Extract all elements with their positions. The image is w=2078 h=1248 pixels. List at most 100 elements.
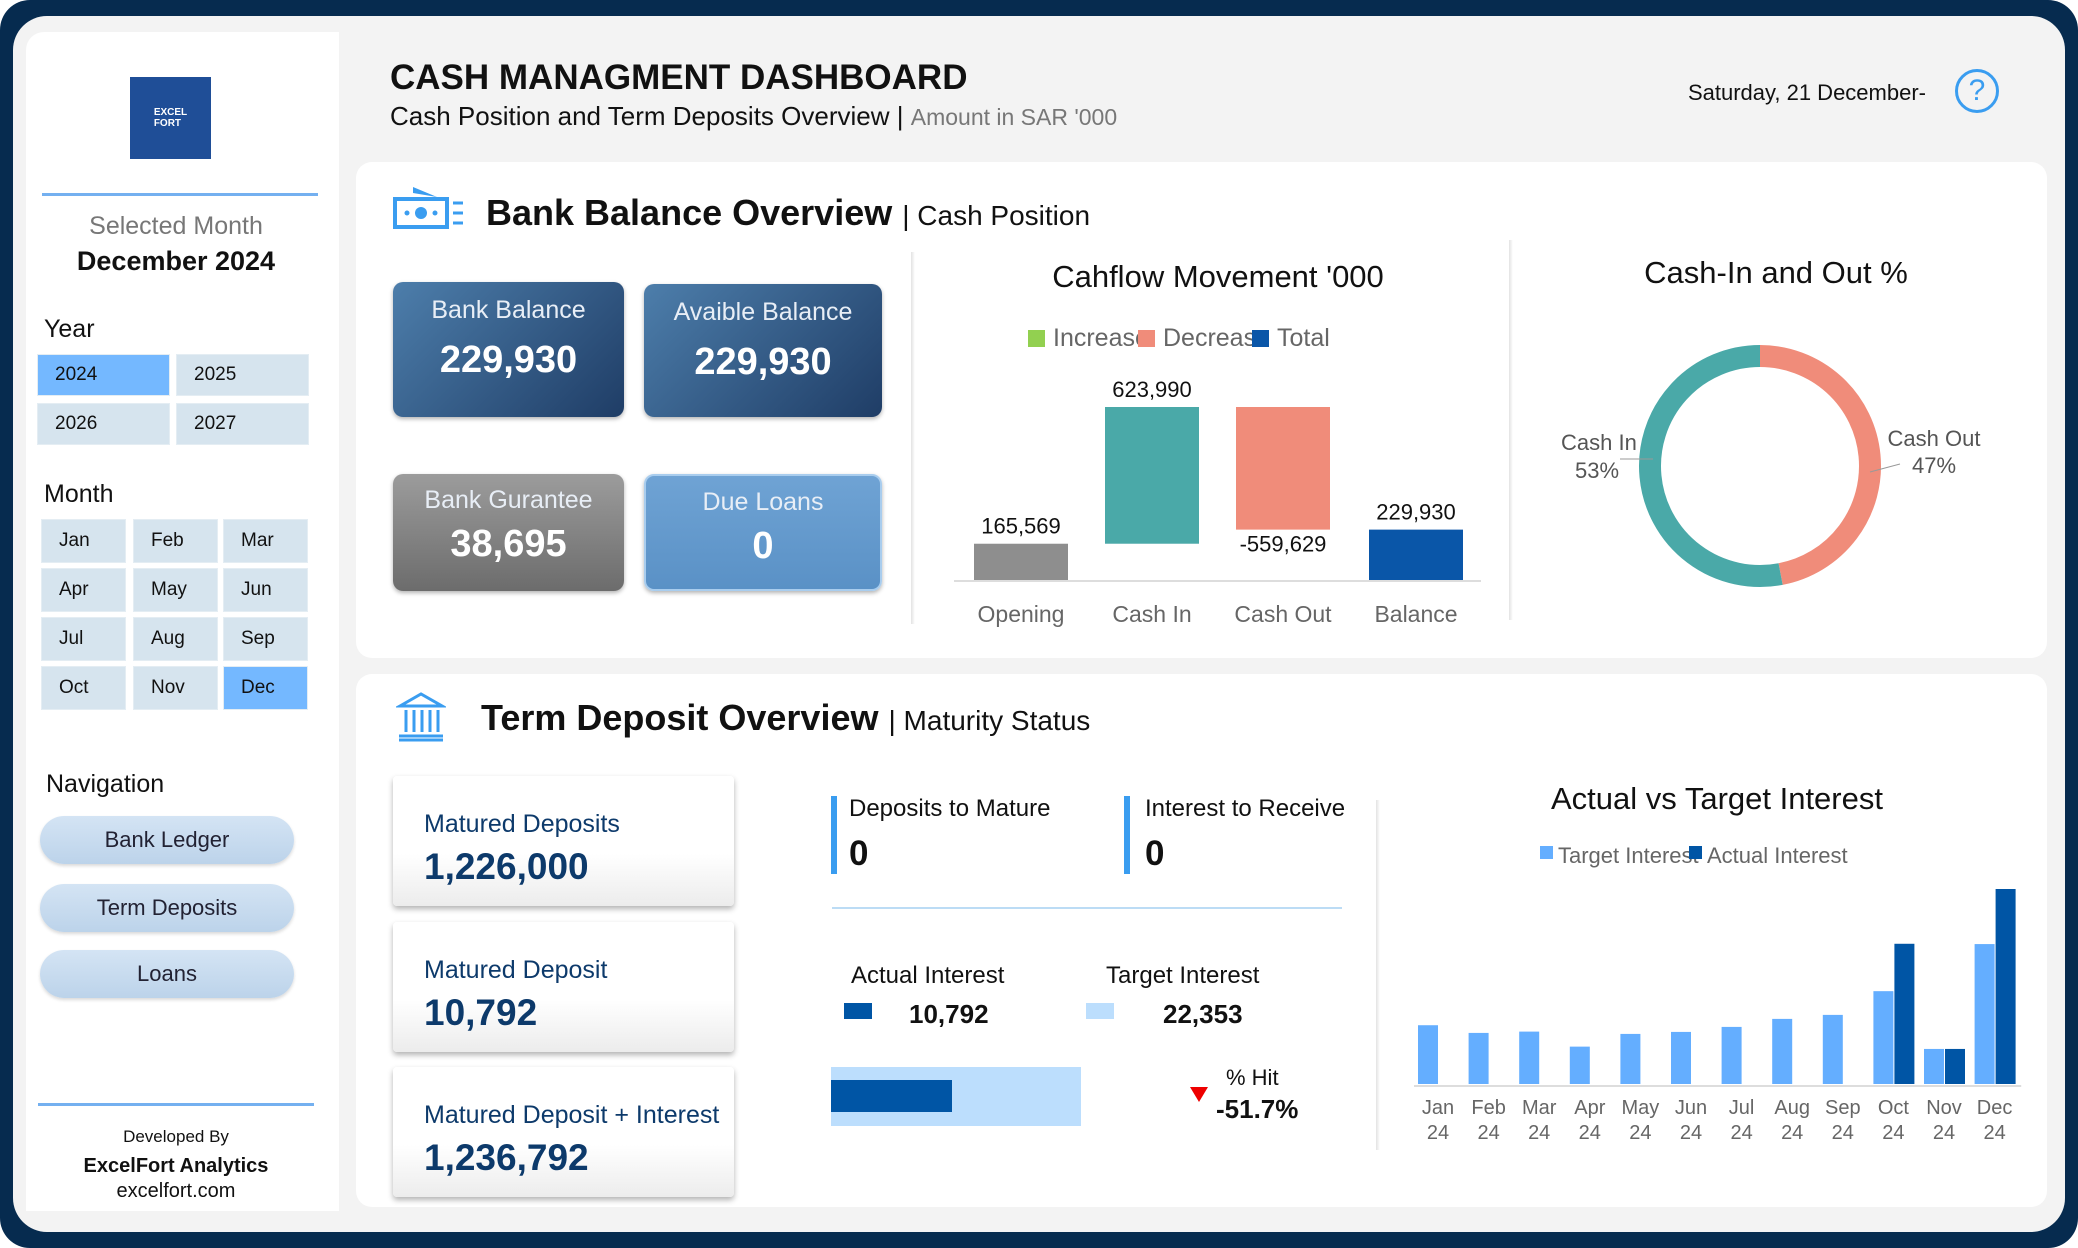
interest-progress-fill bbox=[831, 1080, 952, 1112]
date-display: Saturday, 21 December- bbox=[1687, 80, 1926, 105]
down-triangle-icon bbox=[1190, 1087, 1208, 1102]
accent-bar bbox=[1124, 796, 1130, 874]
month-button-apr[interactable]: Apr bbox=[41, 568, 126, 612]
cash-out-label: Cash Out bbox=[1888, 426, 1981, 451]
target-interest-value: 22,353 bbox=[1163, 999, 1243, 1029]
x-tick-label: Jul 24 bbox=[1729, 1097, 1755, 1144]
target-bar-sep-24 bbox=[1822, 1014, 1843, 1084]
kpi-bank-guarantee: Bank Gurantee 38,695 bbox=[393, 474, 624, 591]
month-button-jul[interactable]: Jul bbox=[41, 617, 126, 661]
month-button-aug[interactable]: Aug bbox=[133, 617, 218, 661]
nav-bank-ledger-button[interactable]: Bank Ledger bbox=[40, 816, 294, 864]
deposits-to-mature-value: 0 bbox=[849, 834, 869, 873]
target-bar-dec-24 bbox=[1974, 944, 1995, 1084]
actual-interest-label: Actual Interest bbox=[851, 962, 1005, 989]
month-button-sep[interactable]: Sep bbox=[223, 617, 308, 661]
x-tick-label: Nov 24 bbox=[1926, 1097, 1962, 1144]
data-label: 623,990 bbox=[1112, 377, 1192, 402]
question-circle-icon[interactable]: ? bbox=[1955, 69, 1999, 113]
chart-title: Cahflow Movement '000 bbox=[1052, 259, 1384, 294]
actual-bar-oct-24 bbox=[1894, 943, 1915, 1084]
target-bar-aug-24 bbox=[1772, 1018, 1793, 1084]
hit-label: % Hit bbox=[1226, 1065, 1279, 1090]
month-button-oct[interactable]: Oct bbox=[41, 666, 126, 710]
year-button-2025[interactable]: 2025 bbox=[176, 354, 309, 396]
target-bar-may-24 bbox=[1620, 1033, 1641, 1084]
legend-swatch bbox=[1028, 330, 1045, 347]
year-button-2024[interactable]: 2024 bbox=[37, 354, 170, 396]
year-button-2026[interactable]: 2026 bbox=[37, 403, 170, 445]
data-label: 165,569 bbox=[981, 514, 1061, 539]
separator bbox=[1376, 800, 1380, 1150]
month-button-may[interactable]: May bbox=[133, 568, 218, 612]
data-label: 229,930 bbox=[1376, 500, 1456, 525]
target-bar-jul-24 bbox=[1721, 1026, 1742, 1084]
actual-bar-dec-24 bbox=[1995, 889, 2016, 1084]
selected-month-label: Selected Month bbox=[89, 212, 263, 240]
navigation-label: Navigation bbox=[46, 770, 165, 798]
company-name: ExcelFort Analytics bbox=[83, 1155, 269, 1177]
term-section-title: Term Deposit Overview | Maturity Status bbox=[481, 697, 1091, 738]
cash-out-pct: 47% bbox=[1912, 453, 1956, 478]
year-button-2027[interactable]: 2027 bbox=[176, 403, 309, 445]
interest-to-receive-label: Interest to Receive bbox=[1145, 795, 1346, 822]
legend-swatch bbox=[1540, 846, 1553, 859]
legend-swatch bbox=[1689, 846, 1702, 859]
x-tick-label: Cash In bbox=[1112, 601, 1191, 627]
target-bar-jun-24 bbox=[1671, 1031, 1691, 1084]
interest-progress-track bbox=[831, 1067, 1081, 1126]
excelfort-logo: EXCEL FORT bbox=[130, 77, 211, 159]
month-button-feb[interactable]: Feb bbox=[133, 519, 218, 563]
x-tick-label: Aug 24 bbox=[1774, 1097, 1810, 1144]
x-tick-label: Cash Out bbox=[1234, 601, 1332, 627]
card-matured-deposit: Matured Deposit 10,792 bbox=[393, 922, 734, 1052]
waterfall-bar-balance bbox=[1369, 529, 1463, 580]
bank-section-title: Bank Balance Overview | Cash Position bbox=[486, 192, 1091, 233]
month-button-jun[interactable]: Jun bbox=[223, 568, 308, 612]
nav-loans-button[interactable]: Loans bbox=[40, 950, 294, 998]
accent-bar bbox=[831, 796, 837, 874]
month-label: Month bbox=[44, 480, 114, 508]
x-tick-label: Dec 24 bbox=[1977, 1097, 2013, 1144]
separator bbox=[1509, 240, 1513, 620]
nav-term-deposits-button[interactable]: Term Deposits bbox=[40, 884, 294, 932]
x-tick-label: Jun 24 bbox=[1675, 1097, 1707, 1144]
page-title: CASH MANAGMENT DASHBOARD bbox=[390, 58, 968, 97]
chart-title: Actual vs Target Interest bbox=[1551, 781, 1883, 816]
unit-note: Amount in SAR '000 bbox=[910, 104, 1118, 130]
month-button-mar[interactable]: Mar bbox=[223, 519, 308, 563]
website-link[interactable]: excelfort.com bbox=[116, 1180, 236, 1202]
hit-value: -51.7% bbox=[1216, 1094, 1299, 1124]
month-button-dec[interactable]: Dec bbox=[223, 666, 308, 710]
month-button-jan[interactable]: Jan bbox=[41, 519, 126, 563]
x-tick-label: Apr 24 bbox=[1574, 1097, 1605, 1144]
deposits-to-mature-label: Deposits to Mature bbox=[849, 795, 1051, 822]
selected-month-value: December 2024 bbox=[76, 246, 276, 276]
legend-label: Target Interest bbox=[1558, 843, 1699, 868]
separator bbox=[911, 252, 915, 624]
interest-to-receive-value: 0 bbox=[1145, 834, 1165, 873]
waterfall-bar-cash-in bbox=[1105, 407, 1199, 544]
actual-interest-value: 10,792 bbox=[909, 999, 989, 1029]
data-label: -559,629 bbox=[1240, 532, 1327, 557]
cash-in-label: Cash In bbox=[1561, 430, 1637, 455]
actual-bar-nov-24 bbox=[1945, 1048, 1965, 1084]
legend-label: Total bbox=[1277, 324, 1330, 352]
legend-label: Actual Interest bbox=[1707, 843, 1848, 868]
divider bbox=[42, 193, 318, 196]
target-bar-mar-24 bbox=[1519, 1031, 1540, 1084]
page-subtitle: Cash Position and Term Deposits Overview… bbox=[390, 101, 1118, 131]
target-bar-apr-24 bbox=[1569, 1046, 1590, 1084]
legend-label: Increase bbox=[1053, 324, 1149, 352]
kpi-available-balance: Avaible Balance 229,930 bbox=[644, 284, 882, 417]
legend-swatch bbox=[1138, 330, 1155, 347]
chart-title: Cash-In and Out % bbox=[1644, 255, 1908, 290]
actual-vs-target-interest-chart: Actual vs Target Interest Target Interest… bbox=[1414, 781, 2022, 1144]
target-interest-label: Target Interest bbox=[1106, 962, 1260, 989]
month-button-nov[interactable]: Nov bbox=[133, 666, 218, 710]
target-bar-nov-24 bbox=[1924, 1048, 1944, 1084]
target-bar-jan-24 bbox=[1418, 1025, 1438, 1084]
waterfall-bar-cash-out bbox=[1236, 407, 1330, 530]
